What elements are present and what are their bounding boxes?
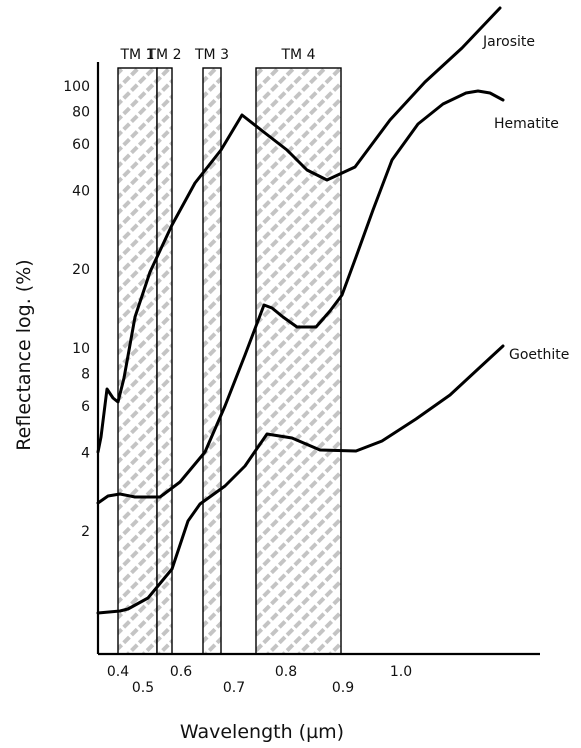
x-tick-label: 0.4 (107, 664, 129, 680)
y-tick-label: 80 (72, 104, 90, 120)
axes (96, 62, 540, 656)
x-tick-labels: 0.40.5 0.6 0.7 0.8 0.9 1.0 (107, 664, 412, 696)
y-tick-label: 100 (63, 79, 90, 95)
y-tick-label: 6 (81, 399, 90, 415)
series-labels: Jarosite Hematite Goethite (482, 34, 569, 363)
y-tick-label: 10 (72, 341, 90, 357)
x-tick-label: 0.6 (170, 664, 192, 680)
series-curves (96, 6, 505, 615)
y-tick-labels: 2 4 6 8 10 20 40 60 80 100 (63, 79, 90, 540)
x-tick-label: 0.9 (332, 680, 354, 696)
y-tick-label: 2 (81, 524, 90, 540)
tm-band-area (156, 67, 173, 655)
tm-band-label: TM 2 (147, 47, 182, 63)
y-tick-label: 40 (72, 183, 90, 199)
series-label-jarosite: Jarosite (482, 34, 535, 50)
y-axis-label: Reflectance log. (%) (13, 259, 35, 450)
x-tick-label: 0.7 (223, 680, 245, 696)
x-tick-label: 0.8 (275, 664, 297, 680)
series-line-jarosite (96, 6, 502, 454)
x-tick-label: 0.5 (132, 680, 154, 696)
tm-band-label: TM 1 (120, 47, 155, 63)
tm-band-label: TM 3 (194, 47, 229, 63)
series-label-goethite: Goethite (509, 347, 569, 363)
series-line-goethite (96, 344, 505, 615)
tm-band-area (202, 67, 222, 655)
tm-band-area (255, 67, 342, 655)
tm-band: TM 1 (117, 47, 158, 655)
x-tick-label: 1.0 (390, 664, 412, 680)
y-tick-label: 4 (81, 445, 90, 461)
tm-band: TM 4 (255, 47, 342, 655)
tm-band-label: TM 4 (281, 47, 316, 63)
series-label-hematite: Hematite (494, 116, 559, 132)
series-line-hematite (96, 89, 505, 505)
tm-bands: TM 1TM 2 TM 3 TM 4 (117, 47, 342, 655)
y-tick-label: 8 (81, 366, 90, 382)
y-tick-label: 20 (72, 262, 90, 278)
y-tick-label: 60 (72, 137, 90, 153)
tm-band-area (117, 67, 158, 655)
tm-band: TM 3 (194, 47, 229, 655)
x-axis-label: Wavelength (µm) (180, 721, 344, 743)
